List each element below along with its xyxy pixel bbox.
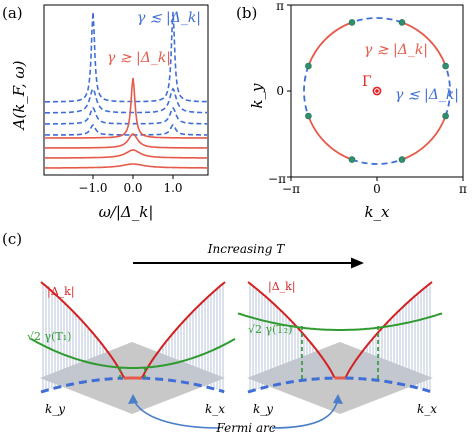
legend-blue: γ ≲ |Δ_k| <box>395 87 459 103</box>
panel-a-frame <box>43 4 209 176</box>
x-tick-label: 0 <box>373 182 381 196</box>
gapped-segment <box>444 65 451 117</box>
node-point <box>442 112 449 120</box>
fermi-arc-segment <box>307 115 353 161</box>
fermi-arc-pointer-left-head <box>128 394 138 404</box>
spectral-curve-gapped <box>45 87 207 114</box>
spectral-curve-ungapped <box>45 133 207 149</box>
y-tick-label: −π <box>268 172 286 186</box>
legend-red: γ ≳ |Δ_k| <box>107 50 171 66</box>
gap-label: |Δ_k| <box>47 285 75 299</box>
spectral-curve-ungapped <box>45 149 207 159</box>
fermi-surface-gapped <box>247 376 432 394</box>
kx-label: k_x <box>205 402 225 416</box>
gapped-segment <box>303 65 310 117</box>
x-tick-label: 1.0 <box>163 181 182 195</box>
panel-a-label: (a) <box>2 4 23 22</box>
x-axis-label: k_x <box>364 203 390 221</box>
y-tick-label: π <box>276 0 284 13</box>
node-point <box>305 112 312 120</box>
legend-red: γ ≳ |Δ_k| <box>364 42 428 58</box>
node-point <box>348 156 356 163</box>
fermi-arc-segment <box>401 21 447 67</box>
spectral-curve-gapped <box>45 106 207 125</box>
y-axis-label: A(k_F, ω) <box>10 60 28 131</box>
gap-fill <box>42 283 224 392</box>
fermi-arc-pointer-right-head <box>333 394 343 404</box>
node-point <box>348 19 356 26</box>
gapped-segment <box>351 158 403 165</box>
spectral-curves <box>45 11 208 169</box>
dispersion-sketch-low-T: |Δ_k| √2 γ(T₁) k_y k_x <box>27 281 236 416</box>
gamma-point-dot <box>375 89 379 93</box>
spectral-curve-gapped <box>45 11 208 103</box>
fermi-arc-segment <box>307 21 353 67</box>
fermi-arc-segment <box>401 115 447 161</box>
gamma-label: √2 γ(T₂) <box>248 323 292 336</box>
panel-a: (a) γ ≲ |Δ_k| γ ≳ |Δ_k| −1.0 0.0 1.0 ω/|… <box>2 4 209 221</box>
gamma-curve <box>30 338 236 369</box>
panel-c-label: (c) <box>2 230 22 248</box>
ky-label: k_y <box>45 402 65 416</box>
spectral-curve-ungapped <box>45 163 207 169</box>
y-tick-label: 0 <box>276 84 284 98</box>
spectral-curve-ungapped <box>45 77 207 139</box>
node-point <box>442 62 449 70</box>
spectral-curve-gapped <box>45 123 207 136</box>
node-point <box>398 19 406 26</box>
x-axis-label: ω/|Δ_k| <box>99 203 154 221</box>
fermi-arc-label: Fermi arc <box>215 421 275 435</box>
fermi-arc-pointer-left <box>132 397 221 429</box>
ky-label: k_y <box>253 402 273 416</box>
node-point <box>305 62 312 70</box>
panel-b-label: (b) <box>236 4 257 22</box>
panel-b: (b) Γ γ ≳ |Δ_k| γ ≲ |Δ_k| −π 0 π π 0 −π … <box>236 0 467 221</box>
legend-blue: γ ≲ |Δ_k| <box>137 10 201 26</box>
arrow-label: Increasing T <box>207 242 285 256</box>
gamma-curve <box>237 312 443 331</box>
dispersion-sketch-high-T: |Δ_k| √2 γ(T₂) k_y k_x <box>237 280 443 416</box>
gamma-label: Γ <box>362 74 372 90</box>
fermi-surface-gapped <box>40 376 225 394</box>
temperature-arrow-head <box>351 257 364 269</box>
x-tick-label: −1.0 <box>78 181 107 195</box>
kx-label: k_x <box>417 402 437 416</box>
node-point <box>398 156 406 163</box>
y-axis-label: k_y <box>248 83 266 109</box>
gamma-label: √2 γ(T₁) <box>27 330 71 343</box>
x-tick-label: 0.0 <box>123 181 142 195</box>
panel-c: (c) Increasing T |Δ_k| √2 γ(T₁) k_y k_x <box>2 230 443 435</box>
fermi-surface <box>303 17 451 165</box>
gap-label: |Δ_k| <box>268 280 296 294</box>
x-tick-label: π <box>459 182 467 196</box>
gapped-segment <box>351 17 403 24</box>
x-tick-label: −π <box>282 182 300 196</box>
